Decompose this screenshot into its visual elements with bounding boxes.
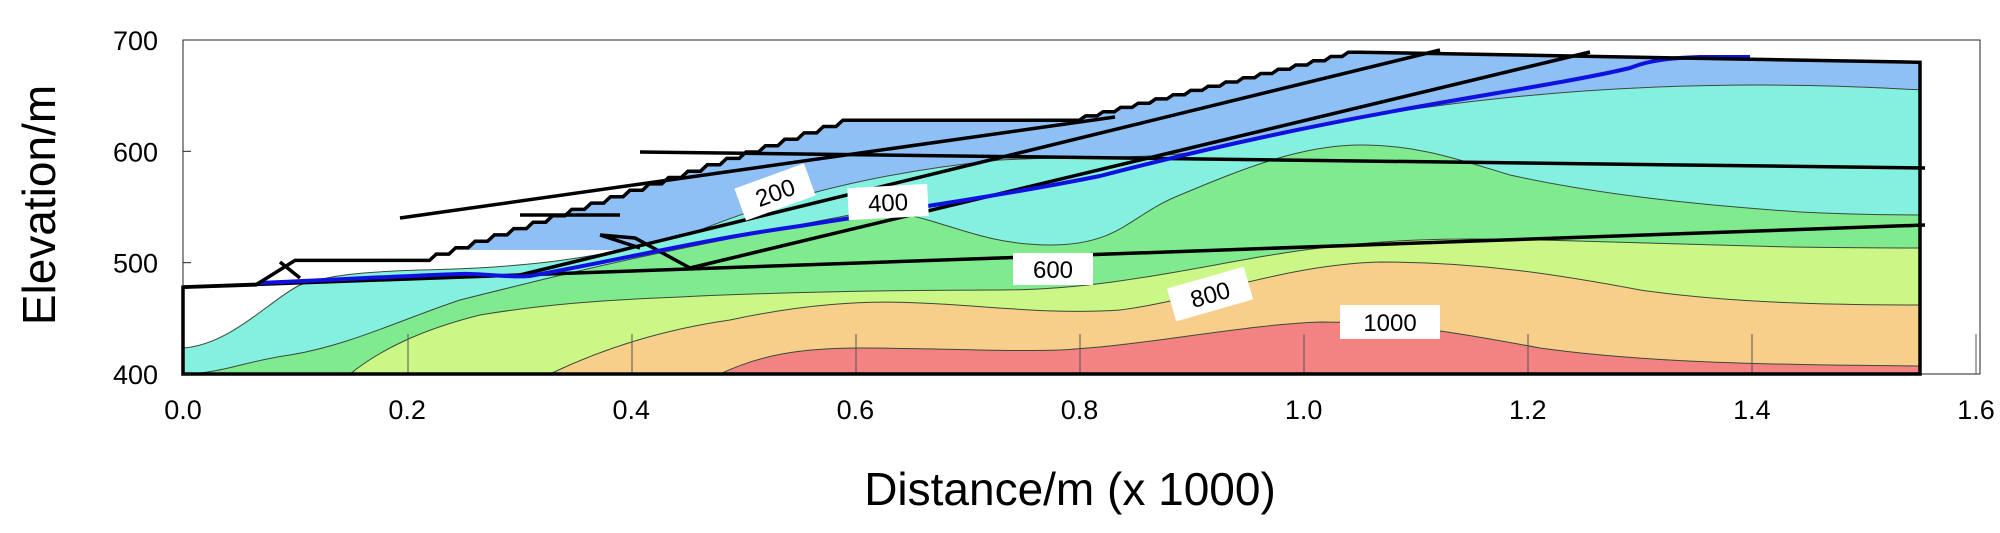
interior-ticks	[407, 334, 1977, 374]
wedge-b	[599, 233, 691, 270]
contour-label-1000: 1000	[1340, 305, 1440, 339]
slope-outline	[181, 50, 1922, 376]
y-tick-label: 600	[113, 137, 158, 167]
contour-label-400-text: 400	[867, 189, 908, 218]
x-tick-label: 0.8	[1061, 395, 1099, 425]
y-axis-ticks: 400 500 600 700	[113, 26, 191, 390]
contour-boundaries	[183, 84, 1920, 374]
band-1000-plus	[720, 322, 1920, 374]
contour-label-box	[734, 163, 816, 221]
y-tick-label: 700	[113, 26, 158, 56]
slip-line-3	[399, 115, 1116, 220]
contour-line-800	[549, 261, 1920, 374]
x-tick-label: 1.2	[1509, 395, 1547, 425]
x-tick-label: 0.6	[837, 395, 875, 425]
contour-line-600	[349, 238, 1920, 374]
contour-label-box	[1166, 266, 1254, 322]
contour-label-box	[847, 183, 929, 221]
x-tick-label: 0.2	[388, 395, 426, 425]
slip-line-2	[689, 50, 1591, 270]
x-axis-ticks: 0.0 0.2 0.4 0.6 0.8 1.0 1.2 1.4 1.6	[164, 395, 1995, 425]
x-tick-label: 1.6	[1957, 395, 1995, 425]
contour-label-1000-text: 1000	[1363, 310, 1416, 337]
y-tick-label: 400	[113, 360, 158, 390]
contour-line-1000	[719, 321, 1920, 374]
contour-line-200	[183, 84, 1920, 349]
x-axis-title: Distance/m (x 1000)	[864, 463, 1276, 515]
slip-line-1	[519, 48, 1441, 277]
contour-label-box	[1013, 253, 1093, 285]
contour-label-400: 400	[847, 183, 929, 221]
contour-bands	[183, 52, 1920, 374]
x-tick-label: 1.4	[1733, 395, 1771, 425]
band-800-1000	[550, 262, 1920, 374]
contour-label-600: 600	[1013, 253, 1093, 285]
y-tick-label: 500	[113, 249, 158, 279]
y-axis-title: Elevation/m	[13, 85, 65, 325]
x-tick-label: 0.0	[164, 395, 202, 425]
contour-label-600-text: 600	[1033, 257, 1073, 284]
contour-label-box	[1340, 305, 1440, 339]
water-table	[259, 55, 1750, 285]
contour-line-400	[183, 144, 1920, 374]
contour-labels: 200 400 600 800 1000	[734, 163, 1440, 339]
x-tick-label: 0.4	[612, 395, 650, 425]
x-tick-label: 1.0	[1285, 395, 1323, 425]
wedge-a	[278, 260, 302, 280]
